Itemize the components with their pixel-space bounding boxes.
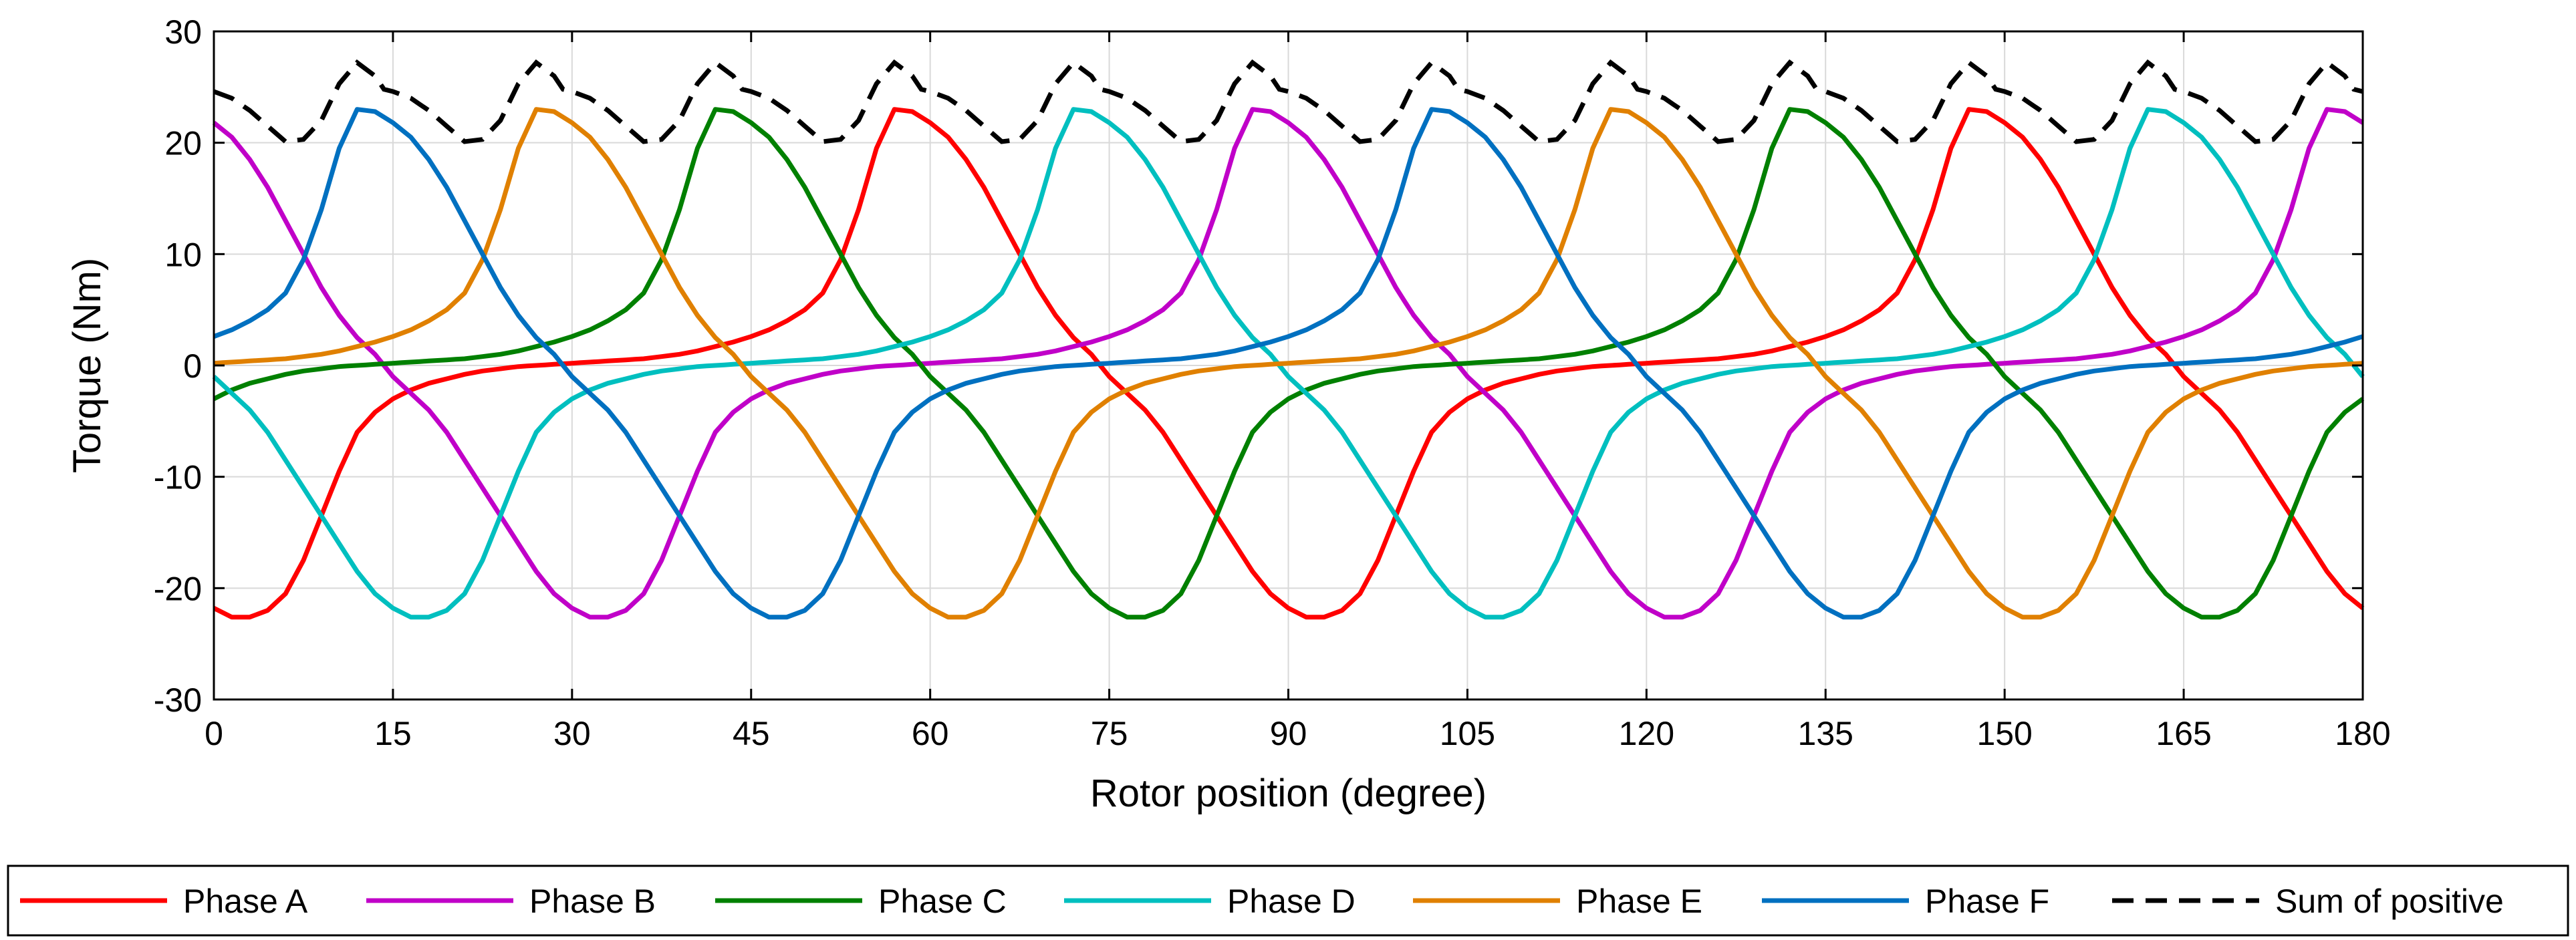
legend-label: Phase A [183, 883, 308, 920]
x-tick-label: 45 [733, 715, 770, 752]
y-tick-label: 30 [164, 13, 202, 51]
legend-item-phase-f: Phase F [1762, 883, 2049, 920]
series-line-phase-d [212, 107, 2365, 620]
x-tick-label: 165 [2156, 715, 2211, 752]
legend-item-phase-a: Phase A [20, 883, 308, 920]
x-tick-label: 30 [553, 715, 591, 752]
x-tick-label: 180 [2335, 715, 2390, 752]
legend-label: Sum of positive [2275, 883, 2504, 920]
y-tick-label: 10 [164, 236, 202, 273]
x-tick-label: 15 [374, 715, 412, 752]
series-lines [212, 59, 2365, 620]
y-axis-label: Torque (Nm) [66, 258, 109, 473]
x-tick-label: 135 [1798, 715, 1853, 752]
y-tick-label: -30 [154, 681, 202, 719]
y-ticks: -30 -20 -10 0 10 20 30 [154, 13, 2363, 719]
legend-label: Phase E [1576, 883, 1702, 920]
x-tick-label: 75 [1091, 715, 1128, 752]
x-tick-label: 90 [1270, 715, 1307, 752]
y-tick-label: -20 [154, 570, 202, 607]
legend-item-phase-b: Phase B [366, 883, 656, 920]
x-tick-label: 150 [1976, 715, 2032, 752]
legend-label: Phase C [878, 883, 1007, 920]
x-tick-label: 105 [1440, 715, 1495, 752]
series-line-phase-a [213, 107, 2365, 620]
x-ticks: 0 15 30 45 60 75 90 105 120 135 150 165 180 [205, 31, 2391, 752]
x-tick-label: 0 [205, 715, 223, 752]
legend-item-phase-c: Phase C [715, 883, 1007, 920]
legend: Phase A Phase B Phase C Phase D Phase E Phase… [7, 865, 2569, 937]
legend-label: Phase F [1925, 883, 2049, 920]
legend-item-phase-e: Phase E [1413, 883, 1702, 920]
y-tick-label: 20 [164, 125, 202, 162]
legend-label: Phase D [1227, 883, 1356, 920]
series-line-phase-b [212, 107, 2364, 620]
series-line-phase-f [213, 107, 2364, 620]
series-line-sum-of-positive [213, 59, 2363, 144]
legend-item-phase-d: Phase D [1064, 883, 1356, 920]
legend-label: Phase B [529, 883, 656, 920]
series-line-phase-e [213, 107, 2363, 620]
x-tick-label: 60 [912, 715, 949, 752]
series-line-phase-c [213, 107, 2365, 620]
x-axis-label: Rotor position (degree) [1090, 772, 1487, 815]
y-tick-label: -10 [154, 459, 202, 496]
x-tick-label: 120 [1619, 715, 1674, 752]
legend-item-sum-of-positive: Sum of positive [2112, 883, 2504, 920]
y-tick-label: 0 [183, 347, 202, 385]
